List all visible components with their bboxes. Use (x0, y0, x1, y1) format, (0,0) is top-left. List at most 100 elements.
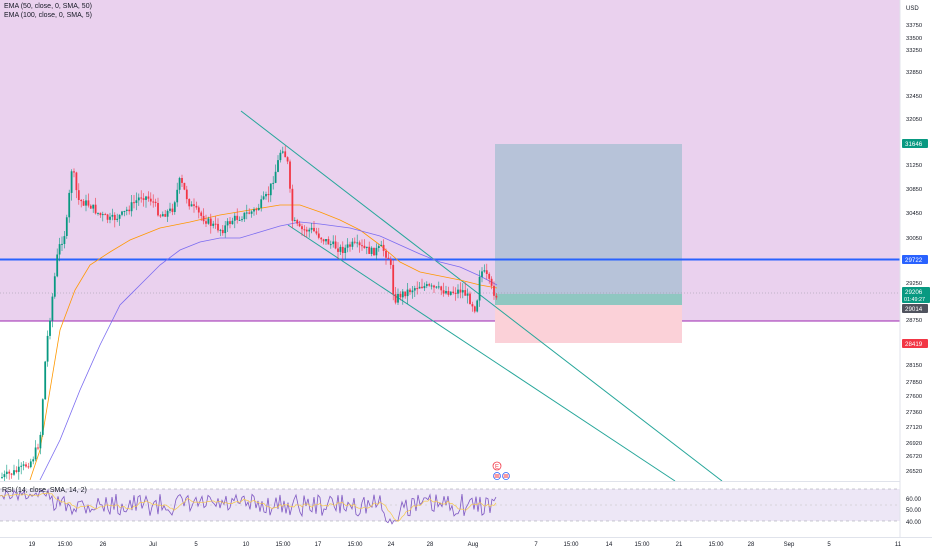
candle[interactable] (10, 473, 13, 475)
channel-upper-line[interactable] (240, 110, 723, 482)
us-flag-icon[interactable] (502, 472, 510, 480)
candle[interactable] (128, 209, 131, 212)
candle[interactable] (197, 207, 200, 213)
candle[interactable] (411, 290, 414, 293)
candle[interactable] (435, 286, 438, 288)
candle[interactable] (476, 300, 479, 312)
candle[interactable] (293, 220, 296, 222)
candle[interactable] (15, 470, 18, 472)
candle[interactable] (310, 227, 313, 230)
ema100-legend[interactable]: EMA (100, close, 0, SMA, 5) (4, 12, 92, 19)
candle[interactable] (425, 284, 428, 287)
candle[interactable] (46, 335, 49, 362)
candle[interactable] (277, 160, 279, 172)
candle[interactable] (495, 295, 498, 298)
candle[interactable] (205, 221, 207, 224)
candle[interactable] (8, 471, 11, 474)
candle[interactable] (315, 231, 318, 234)
candle[interactable] (133, 202, 135, 204)
candle[interactable] (418, 286, 421, 289)
candle[interactable] (320, 237, 323, 240)
candle[interactable] (368, 246, 371, 254)
candle[interactable] (392, 264, 395, 295)
candle[interactable] (337, 248, 339, 252)
candle[interactable] (125, 209, 128, 211)
candle[interactable] (257, 207, 260, 211)
candle[interactable] (97, 212, 99, 214)
candle[interactable] (123, 211, 126, 212)
candle[interactable] (217, 223, 219, 231)
candle[interactable] (329, 244, 332, 246)
candle[interactable] (267, 194, 270, 196)
candle[interactable] (58, 244, 61, 255)
candle[interactable] (358, 242, 361, 246)
candle[interactable] (317, 233, 320, 238)
candle[interactable] (104, 214, 107, 216)
candle[interactable] (166, 210, 169, 217)
candle[interactable] (281, 151, 284, 153)
candle[interactable] (385, 250, 387, 258)
candle[interactable] (29, 461, 32, 468)
candle[interactable] (481, 271, 483, 277)
candle[interactable] (353, 241, 356, 243)
candle[interactable] (365, 246, 368, 248)
candle[interactable] (397, 293, 399, 303)
candle[interactable] (25, 464, 27, 467)
candle[interactable] (483, 270, 486, 272)
candle[interactable] (89, 205, 92, 209)
candle[interactable] (87, 200, 90, 206)
candle[interactable] (53, 276, 56, 297)
candle[interactable] (269, 183, 272, 196)
channel-lower-line[interactable] (287, 224, 676, 482)
candle[interactable] (291, 188, 294, 221)
candle[interactable] (493, 285, 495, 296)
candle[interactable] (274, 171, 277, 183)
candle[interactable] (185, 189, 188, 200)
candle[interactable] (135, 200, 138, 203)
candle[interactable] (231, 220, 234, 225)
candle[interactable] (361, 245, 363, 247)
candle[interactable] (255, 209, 258, 211)
candle[interactable] (118, 214, 121, 219)
candle[interactable] (44, 361, 47, 400)
candle[interactable] (171, 208, 174, 212)
candle[interactable] (305, 229, 308, 232)
candle[interactable] (157, 203, 159, 216)
candle[interactable] (377, 246, 380, 248)
candle[interactable] (39, 434, 42, 449)
candle[interactable] (22, 464, 25, 466)
candle[interactable] (488, 273, 491, 279)
candle[interactable] (401, 291, 404, 298)
candle[interactable] (3, 474, 6, 478)
candle[interactable] (219, 229, 222, 231)
candle[interactable] (485, 270, 488, 274)
candle[interactable] (332, 241, 335, 245)
candle[interactable] (298, 223, 301, 227)
candle[interactable] (209, 218, 212, 226)
candle[interactable] (68, 192, 71, 218)
candle[interactable] (229, 221, 231, 224)
candle[interactable] (461, 290, 464, 293)
candle[interactable] (339, 246, 342, 252)
candle[interactable] (382, 244, 385, 251)
candle[interactable] (17, 466, 20, 472)
candle[interactable] (56, 254, 59, 277)
candle[interactable] (490, 278, 493, 286)
ema50-legend[interactable]: EMA (50, close, 0, SMA, 50) (4, 3, 92, 10)
candle[interactable] (409, 289, 411, 293)
candle[interactable] (99, 212, 102, 216)
candle[interactable] (421, 286, 423, 288)
candle[interactable] (195, 205, 198, 208)
candle[interactable] (149, 198, 152, 202)
candle[interactable] (334, 241, 337, 249)
candle[interactable] (63, 236, 66, 244)
candle[interactable] (464, 290, 467, 296)
candle[interactable] (406, 289, 409, 297)
candle[interactable] (226, 221, 229, 226)
candle[interactable] (13, 470, 15, 475)
candle[interactable] (459, 289, 462, 293)
rsi-legend[interactable]: RSI (14, close, SMA, 14, 2) (2, 487, 87, 494)
candle[interactable] (236, 215, 239, 220)
candle[interactable] (469, 293, 471, 305)
